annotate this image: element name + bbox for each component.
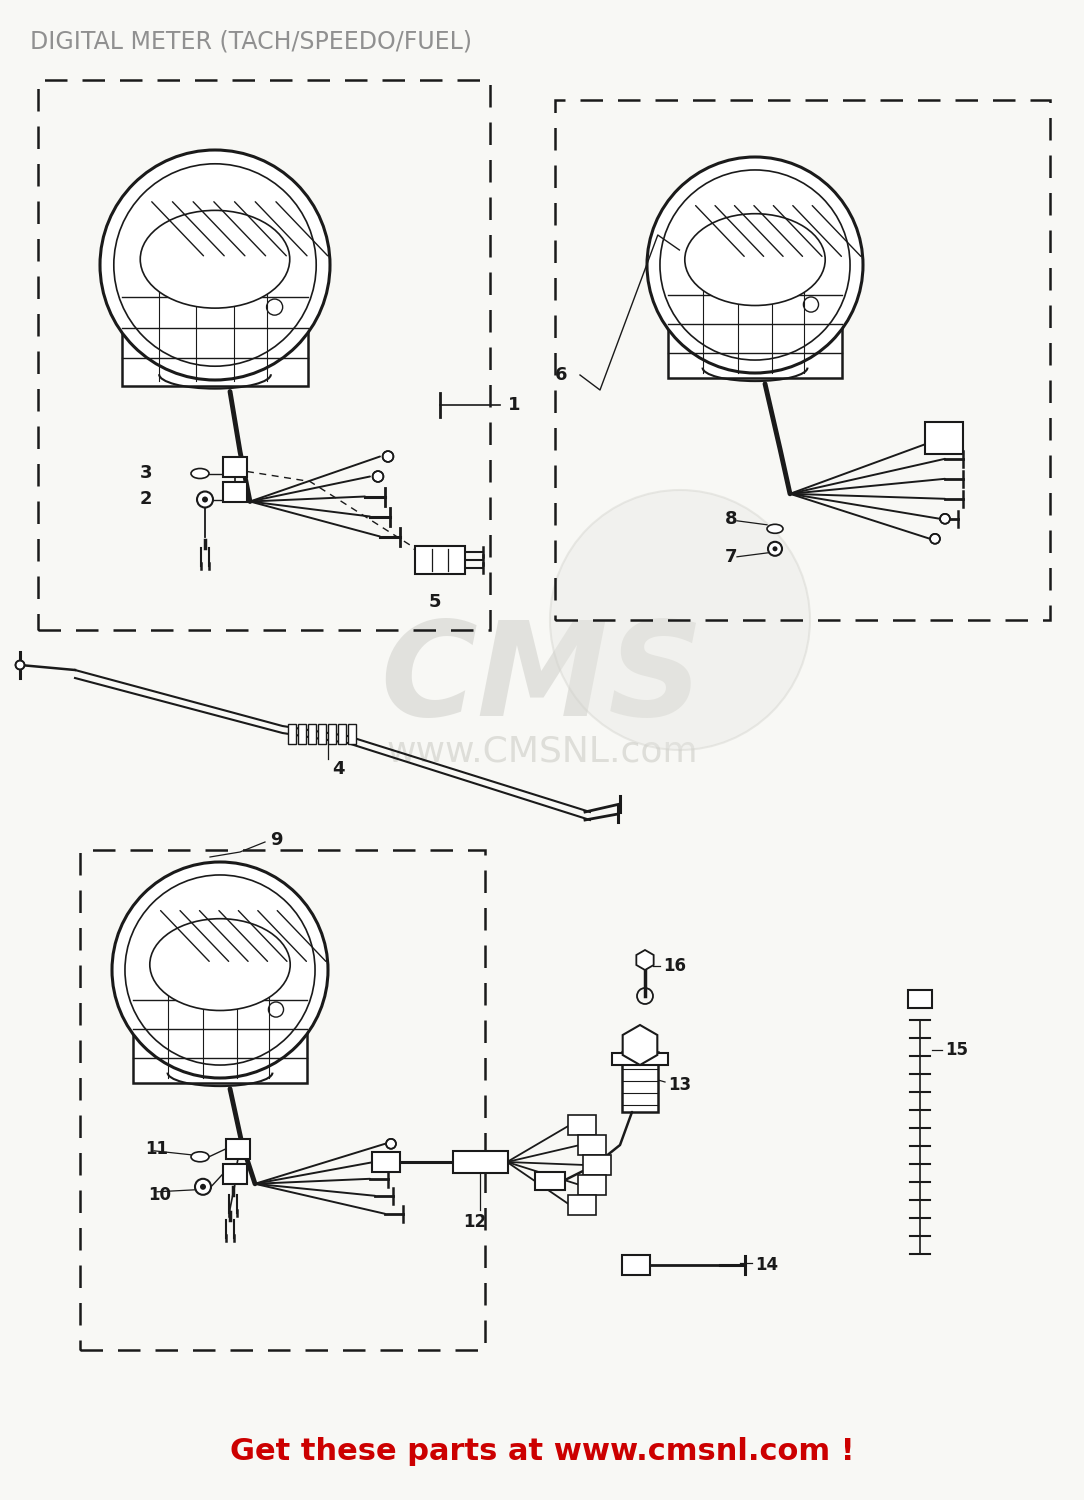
Text: 2: 2 — [140, 490, 153, 508]
Text: DIGITAL METER (TACH/SPEEDO/FUEL): DIGITAL METER (TACH/SPEEDO/FUEL) — [30, 30, 472, 54]
Circle shape — [386, 1138, 396, 1149]
Circle shape — [767, 542, 782, 556]
Text: 3: 3 — [140, 465, 153, 483]
Circle shape — [197, 492, 212, 507]
Text: 5: 5 — [429, 592, 441, 610]
Circle shape — [383, 452, 393, 462]
Circle shape — [15, 660, 25, 669]
Text: 4: 4 — [333, 760, 345, 778]
Circle shape — [930, 534, 940, 544]
Bar — [568, 1114, 596, 1136]
Bar — [668, 276, 842, 378]
Bar — [80, 850, 485, 1350]
Bar — [327, 724, 336, 744]
Text: 14: 14 — [754, 1256, 778, 1274]
Text: 8: 8 — [725, 510, 737, 528]
Bar — [225, 1138, 250, 1160]
Bar — [578, 1136, 606, 1155]
Text: Get these parts at www.cmsnl.com !: Get these parts at www.cmsnl.com ! — [230, 1437, 854, 1467]
Ellipse shape — [767, 525, 783, 534]
Bar — [223, 482, 247, 501]
Ellipse shape — [191, 1152, 209, 1162]
Bar — [223, 1164, 247, 1184]
Text: 7: 7 — [725, 548, 737, 566]
Bar — [555, 100, 1050, 620]
Bar — [308, 724, 315, 744]
Bar — [612, 1053, 668, 1065]
Bar — [535, 1172, 565, 1190]
Bar — [38, 80, 490, 630]
Circle shape — [201, 1184, 206, 1190]
Bar — [925, 422, 963, 454]
Circle shape — [940, 514, 950, 523]
Circle shape — [112, 862, 328, 1078]
Circle shape — [376, 1156, 386, 1167]
Bar — [132, 981, 308, 1083]
Text: 12: 12 — [464, 1214, 487, 1231]
Bar — [372, 1152, 400, 1172]
Text: 1: 1 — [508, 396, 520, 414]
Bar — [297, 724, 306, 744]
Text: www.CMSNL.com: www.CMSNL.com — [386, 735, 698, 770]
Bar — [287, 724, 296, 744]
Bar — [583, 1155, 611, 1174]
Circle shape — [195, 1179, 211, 1196]
Bar — [568, 1196, 596, 1215]
Bar — [622, 1052, 658, 1112]
Text: 13: 13 — [668, 1076, 692, 1094]
Text: 10: 10 — [149, 1186, 171, 1204]
Bar — [415, 546, 465, 574]
Text: 11: 11 — [145, 1140, 168, 1158]
Text: 16: 16 — [663, 957, 686, 975]
Bar — [622, 1256, 650, 1275]
Bar — [452, 1150, 507, 1173]
Bar — [223, 456, 247, 477]
Circle shape — [773, 546, 777, 552]
Text: 6: 6 — [555, 366, 568, 384]
Bar — [348, 724, 356, 744]
Ellipse shape — [150, 918, 291, 1011]
Text: 15: 15 — [945, 1041, 968, 1059]
Ellipse shape — [685, 213, 825, 306]
Bar — [578, 1174, 606, 1196]
Circle shape — [550, 490, 810, 750]
Text: CMS: CMS — [380, 616, 704, 744]
Bar — [908, 990, 932, 1008]
Circle shape — [373, 471, 384, 482]
Ellipse shape — [191, 468, 209, 478]
Ellipse shape — [140, 210, 289, 308]
Bar — [318, 724, 325, 744]
Bar — [121, 276, 308, 386]
Bar — [337, 724, 346, 744]
Circle shape — [100, 150, 330, 380]
Circle shape — [202, 496, 208, 502]
Text: 9: 9 — [270, 831, 283, 849]
Circle shape — [647, 158, 863, 374]
